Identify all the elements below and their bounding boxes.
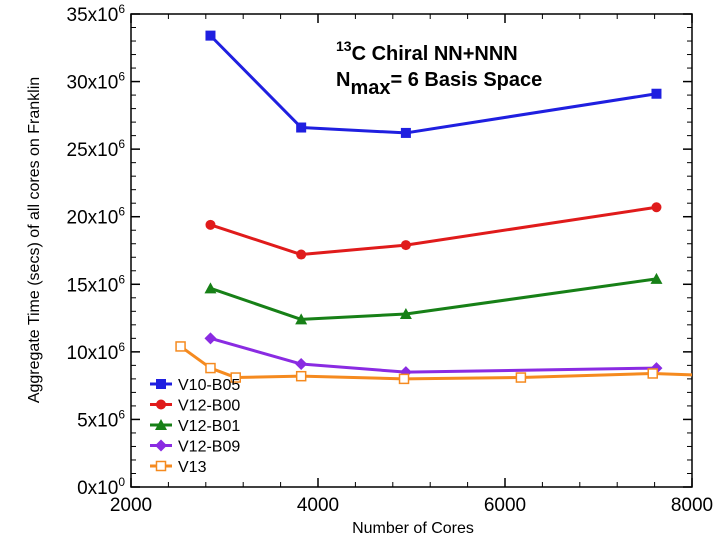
- annotation-superscript: 13: [336, 38, 352, 54]
- annotation-line-1: 13C Chiral NN+NNN: [336, 38, 518, 65]
- annotation-rest: = 6 Basis Space: [390, 69, 542, 91]
- series-v12-b09: [204, 332, 662, 378]
- data-point: [205, 220, 215, 230]
- y-tick-exponent: 6: [118, 205, 125, 219]
- y-tick-label: 10x106: [67, 340, 126, 364]
- legend-marker: [156, 400, 166, 410]
- legend-marker: [156, 379, 166, 389]
- x-tick-label: 8000: [671, 495, 713, 516]
- y-tick-mantissa: 25x10: [67, 140, 119, 161]
- x-tick-label: 4000: [297, 495, 339, 516]
- legend-item: V13: [150, 459, 207, 476]
- annotation-subscript: max: [350, 77, 390, 99]
- y-tick-mantissa: 10x10: [67, 343, 119, 364]
- y-tick-label: 15x106: [67, 272, 126, 296]
- data-point: [516, 373, 525, 382]
- annotation-main-1: C Chiral NN+NNN: [352, 43, 518, 65]
- data-point: [296, 123, 306, 133]
- data-point: [204, 282, 216, 293]
- y-tick-label: 0x100: [77, 475, 125, 499]
- data-point: [651, 89, 661, 99]
- y-tick-label: 30x106: [67, 70, 126, 94]
- series-line: [210, 338, 656, 372]
- y-tick-exponent: 6: [118, 137, 125, 151]
- data-point: [296, 250, 306, 260]
- y-tick-label: 5x106: [77, 407, 125, 431]
- series-v12-b01: [204, 273, 662, 325]
- data-point: [401, 240, 411, 250]
- y-tick-label: 25x106: [67, 137, 126, 161]
- legend: V10-B05 V12-B00 V12-B01 V12-B09 V13: [150, 377, 240, 476]
- data-point: [648, 369, 657, 378]
- data-point: [400, 374, 409, 383]
- data-point: [401, 128, 411, 138]
- y-tick-mantissa: 20x10: [67, 208, 119, 229]
- y-tick-mantissa: 15x10: [67, 275, 119, 296]
- legend-item: V12-B00: [150, 398, 240, 415]
- data-point: [651, 202, 661, 212]
- y-tick-exponent: 6: [118, 70, 125, 84]
- data-point: [206, 364, 215, 373]
- series-v12-b00: [205, 202, 661, 259]
- data-point: [297, 372, 306, 381]
- legend-marker: [155, 440, 167, 452]
- y-tick-exponent: 6: [118, 272, 125, 286]
- data-point: [176, 342, 185, 351]
- x-axis-title: Number of Cores: [352, 520, 474, 537]
- y-tick-mantissa: 0x10: [77, 478, 118, 499]
- legend-label: V12-B01: [178, 418, 240, 435]
- series-line: [210, 279, 656, 320]
- y-axis-title: Aggregate Time (secs) of all cores on Fr…: [26, 77, 43, 403]
- data-point: [205, 31, 215, 41]
- annotation-line-2: Nmax= 6 Basis Space: [336, 69, 542, 99]
- legend-item: V10-B05: [150, 377, 240, 394]
- series-line: [210, 207, 656, 254]
- y-tick-mantissa: 35x10: [67, 5, 119, 26]
- x-tick-label: 6000: [484, 495, 526, 516]
- legend-label: V13: [178, 459, 207, 476]
- data-point: [295, 358, 307, 370]
- legend-item: V12-B09: [150, 439, 240, 456]
- series-v13: [176, 342, 692, 383]
- y-tick-exponent: 0: [118, 475, 125, 489]
- y-tick-exponent: 6: [118, 2, 125, 16]
- y-tick-exponent: 6: [118, 340, 125, 354]
- y-tick-label: 35x106: [67, 2, 126, 26]
- annotation-n: N: [336, 69, 350, 91]
- y-tick-exponent: 6: [118, 407, 125, 421]
- legend-item: V12-B01: [150, 418, 240, 435]
- data-point: [204, 332, 216, 344]
- y-tick-mantissa: 5x10: [77, 410, 118, 431]
- legend-marker: [157, 462, 166, 471]
- y-tick-label: 20x106: [67, 205, 126, 229]
- legend-label: V12-B00: [178, 398, 240, 415]
- legend-label: V12-B09: [178, 439, 240, 456]
- legend-label: V10-B05: [178, 377, 240, 394]
- y-tick-mantissa: 30x10: [67, 73, 119, 94]
